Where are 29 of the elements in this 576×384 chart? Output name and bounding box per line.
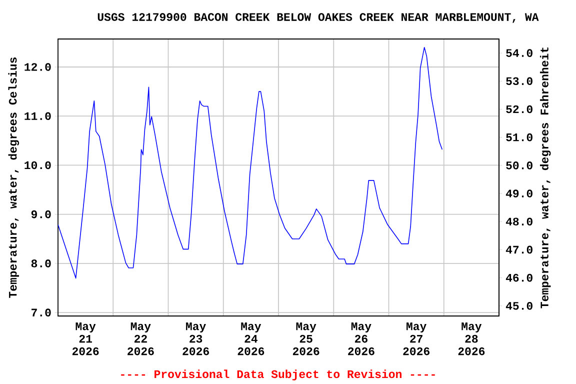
x-tick-label: May 21 2026 [72,322,99,356]
y2-tick-label: 46.0 [506,274,532,282]
x-tick-label: May 26 2026 [348,322,374,356]
y2-tick-label: 45.0 [506,302,532,310]
y-tick-label: 8.0 [31,260,51,268]
y2-axis-title: Temperature, water, degrees Fahrenheit [540,48,551,308]
y2-tick-label: 49.0 [506,190,532,198]
y-tick-label: 10.0 [24,161,51,170]
y2-tick-label: 48.0 [506,218,532,226]
y2-tick-label: 51.0 [506,133,532,142]
y-tick-label: 7.0 [32,308,51,316]
line-series [58,46,443,279]
y-tick-label: 11.0 [24,112,51,120]
x-tick-label: May 24 2026 [238,322,264,356]
y-tick-label: 9.0 [31,210,51,218]
y-tick-label: 12.0 [24,63,51,71]
y-axis-title: Temperature, water, degrees Celsius [8,57,20,298]
x-tick-label: May 27 2026 [403,322,430,356]
text: ---- Provisional Data Subject to Revision ---- [121,370,435,380]
y2-tick-label: 47.0 [506,246,532,254]
y2-tick-label: 52.0 [506,105,532,114]
y2-tick-label: 54.0 [506,49,532,57]
x-tick-label: May 25 2026 [292,322,320,356]
x-tick-label: May 28 2026 [458,322,485,356]
chart-title: USGS 12179900 BACON CREEK BELOW OAKES CREEK NEAR MARBLEMOUNT, WA [98,13,539,23]
x-tick-label: May 23 2026 [182,322,209,356]
y2-tick-label: 50.0 [506,162,532,170]
x-tick-label: May 22 2026 [128,322,154,356]
y2-tick-label: 53.0 [506,77,532,86]
